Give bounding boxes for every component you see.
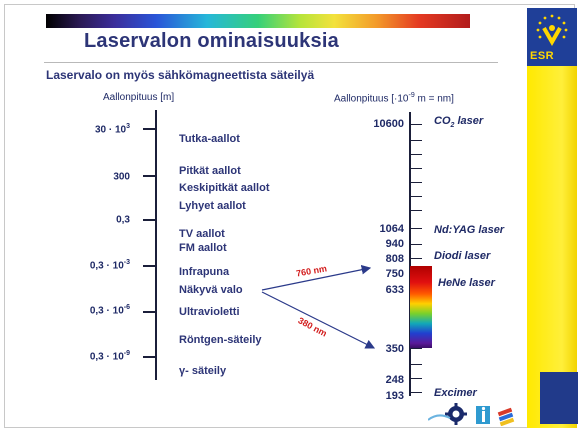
brand-stripe bbox=[527, 8, 577, 428]
nm-value: 750 bbox=[385, 268, 404, 280]
right-tick bbox=[410, 364, 422, 365]
band-label: Näkyvä valo bbox=[179, 284, 243, 296]
wave-icon bbox=[428, 414, 451, 421]
left-tick-label: 300 bbox=[113, 171, 130, 183]
nm-value: 808 bbox=[385, 253, 404, 265]
slide-subtitle: Laservalo on myös sähkömagneettista säte… bbox=[46, 68, 315, 82]
left-tick-label: 30 · 103 bbox=[94, 123, 130, 136]
nm-value: 940 bbox=[385, 238, 404, 250]
band-label: γ- säteily bbox=[179, 365, 227, 377]
band-label: TV aallot bbox=[179, 228, 225, 240]
right-tick bbox=[410, 196, 422, 197]
footer-logos bbox=[428, 403, 515, 426]
left-tick-label: 0,3 · 10-9 bbox=[89, 350, 130, 363]
arrow-upper bbox=[261, 264, 372, 291]
left-axis-line bbox=[155, 110, 157, 380]
laser-label-co2: CO2 laser bbox=[434, 115, 484, 130]
gear-icon bbox=[445, 403, 467, 425]
left-tick bbox=[143, 311, 157, 313]
right-tick bbox=[410, 154, 422, 155]
books-icon bbox=[497, 407, 515, 426]
laser-label-hene: HeNe laser bbox=[438, 277, 495, 289]
right-tick bbox=[410, 182, 422, 183]
info-logo-icon bbox=[476, 406, 490, 424]
visible-spectrum-strip bbox=[410, 266, 432, 348]
nm-value: 1064 bbox=[379, 223, 404, 235]
esr-logo bbox=[527, 8, 577, 66]
right-tick bbox=[410, 228, 422, 229]
laser-label-ndyag: Nd:YAG laser bbox=[434, 224, 505, 236]
left-tick bbox=[143, 219, 157, 221]
right-axis-header: Aallonpituus [·10-9 m = nm] bbox=[334, 92, 454, 105]
laser-label-excimer: Excimer bbox=[434, 387, 477, 399]
nm-value: 10600 bbox=[373, 118, 404, 130]
laser-label-diodi: Diodi laser bbox=[434, 250, 491, 262]
left-tick-label: 0,3 bbox=[116, 214, 130, 226]
right-tick bbox=[410, 348, 422, 349]
right-tick bbox=[410, 140, 422, 141]
band-label: Keskipitkät aallot bbox=[179, 182, 270, 194]
right-tick bbox=[410, 392, 422, 393]
band-label: FM aallot bbox=[179, 242, 227, 254]
band-label: Pitkät aallot bbox=[179, 165, 241, 177]
right-tick bbox=[410, 168, 422, 169]
band-label: Infrapuna bbox=[179, 266, 230, 278]
spectrum-banner bbox=[46, 14, 470, 28]
nm-value: 193 bbox=[385, 390, 404, 402]
left-tick bbox=[143, 128, 157, 130]
right-tick bbox=[410, 378, 422, 379]
band-label: Lyhyet aallot bbox=[179, 200, 246, 212]
right-tick bbox=[410, 124, 422, 125]
band-label: Ultravioletti bbox=[179, 306, 240, 318]
corner-block bbox=[540, 372, 578, 424]
band-label: Tutka-aallot bbox=[179, 133, 240, 145]
left-tick bbox=[143, 175, 157, 177]
right-tick bbox=[410, 244, 422, 245]
left-tick-label: 0,3 · 10-6 bbox=[89, 304, 130, 317]
nm-value: 248 bbox=[385, 374, 404, 386]
nm-value: 633 bbox=[385, 284, 404, 296]
band-label: Röntgen-säteily bbox=[179, 334, 262, 346]
right-tick bbox=[410, 258, 422, 259]
slide-title: Laservalon ominaisuuksia bbox=[84, 30, 339, 52]
left-tick bbox=[143, 265, 157, 267]
nm-value: 350 bbox=[385, 343, 404, 355]
left-tick-label: 0,3 · 10-3 bbox=[89, 259, 130, 272]
right-tick bbox=[410, 210, 422, 211]
left-tick bbox=[143, 356, 157, 358]
right-axis-line bbox=[409, 112, 411, 396]
eu-stars-icon bbox=[536, 14, 568, 47]
left-axis-header: Aallonpituus [m] bbox=[103, 92, 175, 103]
arrow-lower bbox=[261, 291, 376, 349]
title-divider bbox=[44, 62, 498, 63]
esr-label: ESR bbox=[530, 50, 555, 62]
